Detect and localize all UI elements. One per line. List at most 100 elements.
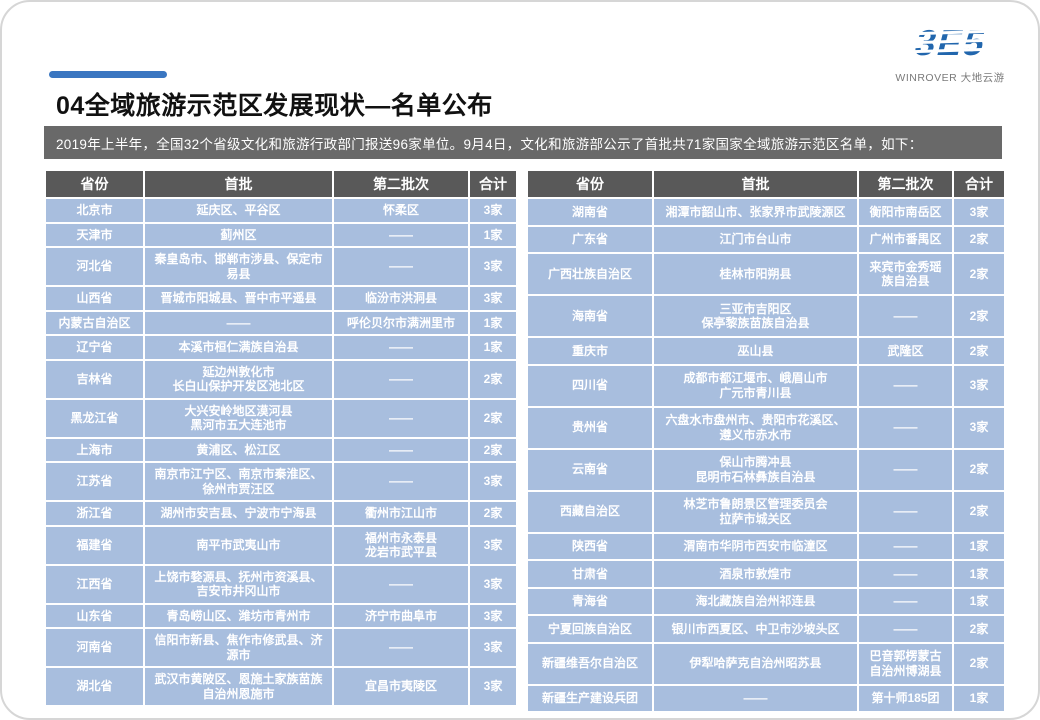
cell-province: 海南省 <box>526 294 654 338</box>
cell-first-batch: 湖州市安吉县、宁波市宁海县 <box>143 500 334 527</box>
table-row: 云南省 保山市腾冲县 昆明市石林彝族自治县 —— 2家 <box>526 447 1006 492</box>
cell-first-batch: 晋城市阳城县、晋中市平遥县 <box>143 285 334 312</box>
cell-second-batch: —— <box>857 614 954 644</box>
cell-second-batch: —— <box>857 294 954 338</box>
cell-second-batch: —— <box>332 436 470 463</box>
cell-second-batch: —— <box>857 559 954 589</box>
header-row: 省份 首批 第二批次 合计 <box>526 169 1006 199</box>
cell-total: 2家 <box>468 397 518 439</box>
cell-total: 2家 <box>952 641 1006 686</box>
cell-total: 1家 <box>468 309 518 336</box>
cell-province: 新疆生产建设兵团 <box>526 683 654 713</box>
cell-second-batch: —— <box>332 461 470 502</box>
cell-total: 3家 <box>468 246 518 287</box>
cell-second-batch: 宜昌市夷陵区 <box>332 666 470 707</box>
cell-total: 3家 <box>468 524 518 566</box>
column-header: 第二批次 <box>332 169 470 199</box>
table-row: 黑龙江省 大兴安岭地区漠河县 黑河市五大连池市 —— 2家 <box>44 397 518 439</box>
cell-second-batch: 衡阳市南岳区 <box>857 197 954 227</box>
cell-first-batch: 延边州敦化市 长白山保护开发区池北区 <box>143 358 334 400</box>
table-row: 河南省 信阳市新县、焦作市修武县、济 源市 —— 3家 <box>44 627 518 668</box>
table-row: 新疆生产建设兵团 —— 第十师185团 1家 <box>526 683 1006 713</box>
tourism-zone-table-right: 省份 首批 第二批次 合计 湖南省 湘潭市韶山市、张家界市武陵源区 衡阳市南岳区 3家广东省… <box>526 169 1006 713</box>
cell-total: 2家 <box>952 224 1006 254</box>
cell-province: 湖北省 <box>44 666 145 707</box>
table-row: 青海省 海北藏族自治州祁连县 —— 1家 <box>526 586 1006 616</box>
cell-first-batch: 三亚市吉阳区 保亭黎族苗族自治县 <box>652 294 859 338</box>
title-accent-bar <box>49 71 167 78</box>
table-row: 陕西省 渭南市华阴市西安市临潼区 —— 1家 <box>526 531 1006 561</box>
cell-total: 3家 <box>468 563 518 605</box>
cell-first-batch: 六盘水市盘州市、贵阳市花溪区、 遵义市赤水市 <box>652 405 859 450</box>
cell-first-batch: 大兴安岭地区漠河县 黑河市五大连池市 <box>143 397 334 439</box>
cell-total: 3家 <box>468 285 518 312</box>
cell-second-batch: 武隆区 <box>857 336 954 366</box>
cell-province: 广西壮族自治区 <box>526 252 654 296</box>
cell-first-batch: 渭南市华阴市西安市临潼区 <box>652 531 859 561</box>
cell-second-batch: 福州市永泰县 龙岩市武平县 <box>332 524 470 566</box>
table-row: 新疆维吾尔自治区 伊犁哈萨克自治州昭苏县 巴音郭楞蒙古 自治州博湖县 2家 <box>526 641 1006 686</box>
cell-first-batch: 湘潭市韶山市、张家界市武陵源区 <box>652 197 859 227</box>
cell-province: 江西省 <box>44 563 145 605</box>
table-row: 山东省 青岛崂山区、潍坊市青州市 济宁市曲阜市 3家 <box>44 602 518 629</box>
cell-second-batch: —— <box>332 358 470 400</box>
cell-first-batch: 秦皇岛市、邯郸市涉县、保定市 易县 <box>143 246 334 287</box>
table-row: 宁夏回族自治区 银川市西夏区、中卫市沙坡头区 —— 2家 <box>526 614 1006 644</box>
table-row: 天津市 蓟州区 —— 1家 <box>44 221 518 248</box>
cell-first-batch: 酒泉市敦煌市 <box>652 559 859 589</box>
cell-province: 北京市 <box>44 197 145 224</box>
cell-second-batch: 第十师185团 <box>857 683 954 713</box>
cell-province: 新疆维吾尔自治区 <box>526 641 654 686</box>
cell-first-batch: 信阳市新县、焦作市修武县、济 源市 <box>143 627 334 668</box>
company-logo: 3E5 WINROVER 大地云游 <box>890 22 1010 85</box>
column-header: 首批 <box>652 169 859 199</box>
cell-total: 1家 <box>952 683 1006 713</box>
tourism-zone-table-left: 省份 首批 第二批次 合计 北京市 延庆区、平谷区 怀柔区 3家 天津市 蓟州区 —— 1家 河北省秦… <box>44 169 518 707</box>
table-row: 江苏省 南京市江宁区、南京市秦淮区、 徐州市贾汪区 —— 3家 <box>44 461 518 502</box>
cell-second-batch: 衢州市江山市 <box>332 500 470 527</box>
cell-province: 青海省 <box>526 586 654 616</box>
table-row: 上海市 黄浦区、松江区 —— 2家 <box>44 436 518 463</box>
cell-first-batch: 成都市都江堰市、峨眉山市 广元市青川县 <box>652 363 859 408</box>
cell-total: 2家 <box>952 336 1006 366</box>
cell-first-batch: 黄浦区、松江区 <box>143 436 334 463</box>
notice-text: 2019年上半年，全国32个省级文化和旅游行政部门报送96家单位。9月4日，文化… <box>56 136 923 152</box>
cell-total: 3家 <box>952 197 1006 227</box>
cell-first-batch: —— <box>143 309 334 336</box>
cell-first-batch: 南京市江宁区、南京市秦淮区、 徐州市贾汪区 <box>143 461 334 502</box>
column-header: 省份 <box>526 169 654 199</box>
cell-province: 天津市 <box>44 221 145 248</box>
cell-total: 1家 <box>468 334 518 361</box>
column-header: 首批 <box>143 169 334 199</box>
cell-province: 甘肃省 <box>526 559 654 589</box>
cell-province: 吉林省 <box>44 358 145 400</box>
table-row: 海南省 三亚市吉阳区 保亭黎族苗族自治县 —— 2家 <box>526 294 1006 338</box>
cell-province: 重庆市 <box>526 336 654 366</box>
table-row: 内蒙古自治区 —— 呼伦贝尔市满洲里市 1家 <box>44 309 518 336</box>
cell-second-batch: —— <box>857 447 954 492</box>
cell-province: 湖南省 <box>526 197 654 227</box>
cell-total: 1家 <box>952 559 1006 589</box>
cell-province: 宁夏回族自治区 <box>526 614 654 644</box>
cell-province: 云南省 <box>526 447 654 492</box>
cell-province: 福建省 <box>44 524 145 566</box>
cell-province: 广东省 <box>526 224 654 254</box>
cell-first-batch: 本溪市桓仁满族自治县 <box>143 334 334 361</box>
table-row: 吉林省 延边州敦化市 长白山保护开发区池北区 —— 2家 <box>44 358 518 400</box>
cell-second-batch: —— <box>332 627 470 668</box>
cell-first-batch: 伊犁哈萨克自治州昭苏县 <box>652 641 859 686</box>
cell-second-batch: —— <box>857 489 954 534</box>
notice-bar: 2019年上半年，全国32个省级文化和旅游行政部门报送96家单位。9月4日，文化… <box>44 126 1002 159</box>
cell-total: 3家 <box>468 197 518 224</box>
cell-first-batch: 江门市台山市 <box>652 224 859 254</box>
cell-second-batch: —— <box>332 334 470 361</box>
cell-province: 辽宁省 <box>44 334 145 361</box>
logo-caption: WINROVER 大地云游 <box>895 72 1005 84</box>
table-row: 山西省 晋城市阳城县、晋中市平遥县 临汾市洪洞县 3家 <box>44 285 518 312</box>
cell-province: 贵州省 <box>526 405 654 450</box>
cell-province: 江苏省 <box>44 461 145 502</box>
cell-total: 2家 <box>952 489 1006 534</box>
cell-total: 3家 <box>468 461 518 502</box>
cell-first-batch: 青岛崂山区、潍坊市青州市 <box>143 602 334 629</box>
cell-first-batch: 武汉市黄陂区、恩施土家族苗族 自治州恩施市 <box>143 666 334 707</box>
